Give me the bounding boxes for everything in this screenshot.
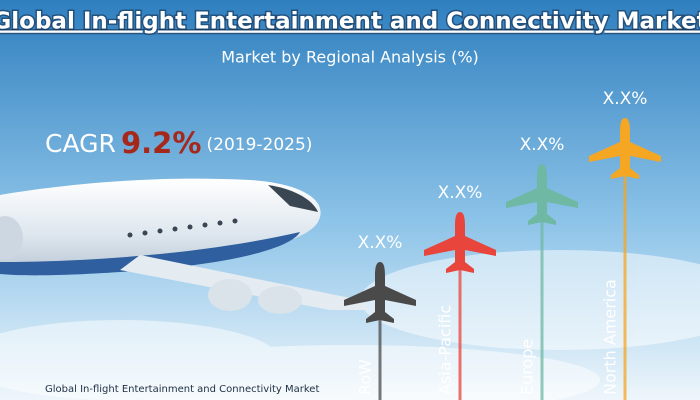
cagr-label: CAGR bbox=[45, 129, 116, 158]
region-label: North America bbox=[601, 279, 620, 395]
plane-icon bbox=[589, 118, 661, 179]
title: Global In-flight Entertainment and Conne… bbox=[0, 9, 700, 35]
value-label: X.X% bbox=[603, 89, 648, 109]
airplane-illustration bbox=[0, 178, 370, 314]
plane-icon bbox=[344, 262, 416, 323]
clouds bbox=[0, 250, 700, 400]
value-label: X.X% bbox=[358, 233, 403, 253]
region-label: Europe bbox=[518, 339, 537, 395]
region-label: Asia-Pacific bbox=[436, 305, 455, 395]
value-label: X.X% bbox=[438, 183, 483, 203]
region-label: RoW bbox=[356, 359, 375, 395]
cagr: CAGR 9.2% (2019-2025) bbox=[45, 126, 312, 160]
value-label: X.X% bbox=[520, 135, 565, 155]
cagr-value: 9.2% bbox=[121, 126, 201, 160]
cagr-period: (2019-2025) bbox=[207, 135, 313, 155]
footer: Global In-flight Entertainment and Conne… bbox=[45, 384, 319, 395]
subtitle: Market by Regional Analysis (%) bbox=[221, 48, 479, 67]
regions: X.X% RoW X.X% Asia-Pacific X.X% Europe X.X% Nor… bbox=[344, 89, 661, 400]
plane-icon bbox=[424, 212, 496, 273]
plane-icon bbox=[506, 164, 578, 225]
